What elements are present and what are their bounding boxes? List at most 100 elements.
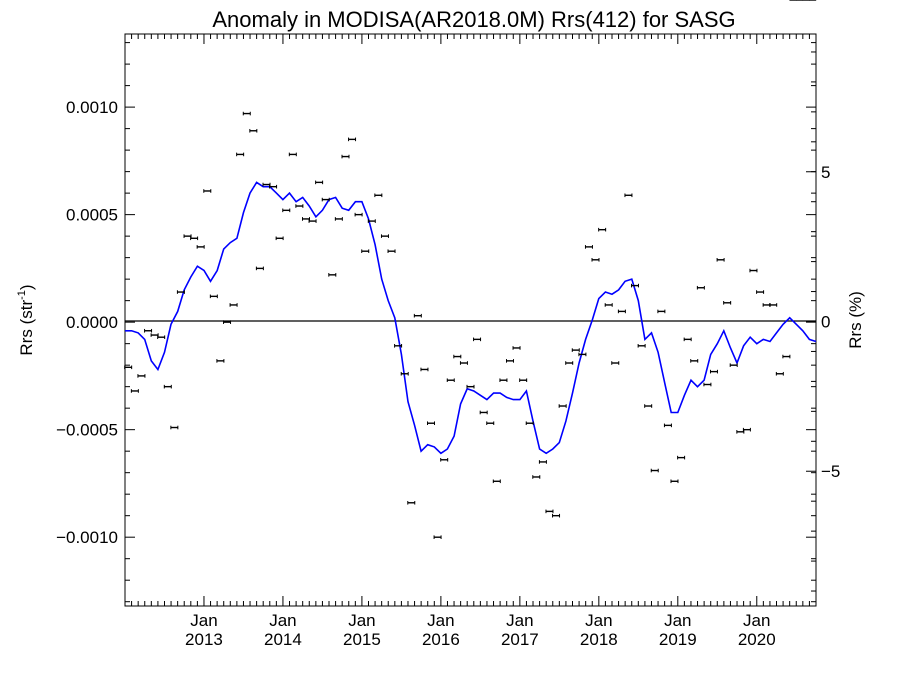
data-point <box>163 384 172 389</box>
x-tick-year-label: 2015 <box>343 630 381 649</box>
data-point <box>242 111 251 116</box>
data-point <box>644 404 653 408</box>
data-point <box>394 344 403 348</box>
data-point <box>413 313 422 318</box>
data-point <box>598 227 607 232</box>
x-tick-month-label: Jan <box>269 611 296 630</box>
data-point <box>657 309 666 314</box>
x-tick-year-label: 2016 <box>422 630 460 649</box>
x-tick-year-label: 2013 <box>185 630 223 649</box>
right-y-axis: 5 0 −5 <box>806 51 840 592</box>
data-point <box>723 300 732 305</box>
data-point <box>486 421 495 426</box>
data-point <box>334 217 343 221</box>
x-tick-year-label: 2020 <box>738 630 776 649</box>
data-point <box>387 249 396 253</box>
data-point <box>670 479 679 484</box>
data-point <box>473 337 482 342</box>
data-point <box>532 475 541 479</box>
data-point <box>499 378 508 383</box>
data-point <box>466 384 475 389</box>
data-point <box>545 509 554 514</box>
data-point <box>157 335 166 340</box>
x-axis: Jan2013Jan2014Jan2015Jan2016Jan2017Jan20… <box>124 34 817 649</box>
data-point <box>229 303 238 307</box>
data-point <box>696 285 705 290</box>
x-tick-month-label: Jan <box>427 611 454 630</box>
data-point <box>492 479 501 484</box>
left-y-axis: 0.0010 0.0005 0.0000 −0.0005 −0.0010 <box>56 42 816 603</box>
data-point <box>236 152 245 157</box>
data-point <box>683 337 692 342</box>
data-point <box>650 468 659 473</box>
x-tick-year-label: 2019 <box>659 630 697 649</box>
y-tick-label: −0.0005 <box>56 421 118 440</box>
data-point <box>130 389 139 393</box>
data-point <box>525 421 534 426</box>
data-point <box>170 425 179 430</box>
data-point <box>749 268 758 273</box>
data-point <box>361 249 370 253</box>
data-point <box>321 197 330 202</box>
x-tick-year-label: 2017 <box>501 630 539 649</box>
data-point <box>565 361 574 365</box>
y-axis-label: Rrs (str-1) <box>16 284 36 355</box>
y-tick-label: 0.0000 <box>66 313 118 332</box>
data-point <box>176 290 185 294</box>
data-point <box>479 410 488 415</box>
data-point <box>407 500 416 505</box>
data-point <box>709 369 718 374</box>
y-tick-label: −0.0010 <box>56 528 118 547</box>
x-tick-month-label: Jan <box>664 611 691 630</box>
data-point <box>782 354 791 359</box>
data-point <box>196 245 205 249</box>
x-tick-month-label: Jan <box>190 611 217 630</box>
data-point <box>690 359 699 363</box>
data-point <box>677 455 686 460</box>
data-point <box>183 234 192 238</box>
y-tick-label: 0.0005 <box>66 206 118 225</box>
x-tick-month-label: Jan <box>506 611 533 630</box>
data-point <box>354 212 363 217</box>
data-point <box>295 204 304 208</box>
data-point <box>315 180 324 185</box>
data-point <box>124 365 133 370</box>
data-point <box>578 352 587 357</box>
data-point <box>440 457 449 462</box>
data-point <box>630 283 639 288</box>
data-point <box>288 152 297 157</box>
data-point <box>762 303 771 307</box>
data-point <box>538 460 547 464</box>
x-tick-year-label: 2018 <box>580 630 618 649</box>
data-point <box>663 423 672 428</box>
x-tick-year-label: 2014 <box>264 630 302 649</box>
data-point <box>571 348 580 352</box>
data-point <box>308 219 317 223</box>
chart-title: Anomaly in MODISA(AR2018.0M) Rrs(412) fo… <box>212 7 735 32</box>
data-point <box>453 354 462 359</box>
data-point <box>203 189 212 193</box>
plot-frame <box>124 33 817 607</box>
y2-tick-label: −5 <box>821 462 840 481</box>
data-point <box>150 333 159 337</box>
data-point <box>558 404 567 408</box>
data-point <box>716 257 725 262</box>
data-point <box>637 344 646 348</box>
anomaly-points <box>124 0 817 539</box>
x-tick-month-label: Jan <box>743 611 770 630</box>
data-point <box>144 328 153 333</box>
y-axis-label-superscript: -1 <box>16 290 28 300</box>
y-tick-label: 0.0010 <box>66 98 118 117</box>
data-point <box>269 184 278 189</box>
x-tick-month-label: Jan <box>348 611 375 630</box>
data-point <box>775 371 784 376</box>
data-point <box>190 236 199 241</box>
data-point <box>611 361 620 365</box>
data-point <box>216 359 225 363</box>
data-point <box>519 378 528 383</box>
data-point <box>328 273 337 277</box>
data-point <box>446 378 455 383</box>
data-point <box>703 382 712 387</box>
data-point <box>262 182 271 187</box>
